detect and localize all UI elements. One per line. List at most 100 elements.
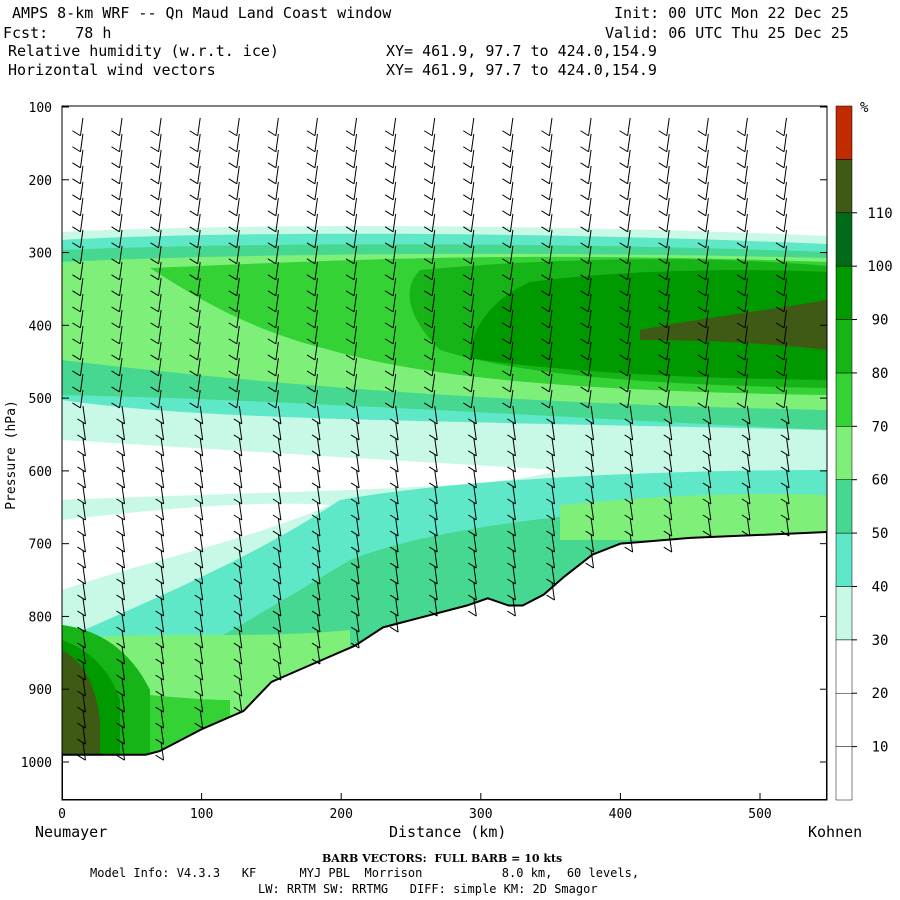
wind-barb-flag — [150, 402, 159, 409]
wind-barb-flag — [619, 306, 628, 313]
wind-barb-flag — [111, 338, 120, 345]
wind-barb-flag — [150, 386, 159, 393]
wind-barb-flag — [468, 578, 477, 585]
wind-barb-flag — [780, 482, 790, 489]
wind-barb-flag — [389, 530, 399, 537]
wind-barb — [316, 534, 321, 553]
colorbar-label: 30 — [872, 633, 889, 649]
wind-barb — [470, 390, 475, 408]
wind-barb-flag — [194, 642, 203, 649]
wind-barb — [705, 293, 709, 312]
wind-barb — [197, 309, 201, 328]
wind-barb — [509, 197, 514, 216]
wind-barb-flag — [116, 514, 125, 521]
wind-barb — [783, 374, 788, 392]
wind-barb — [705, 277, 709, 296]
wind-barb — [275, 325, 279, 344]
wind-barb — [275, 197, 279, 216]
wind-barb — [588, 197, 592, 216]
wind-barb — [473, 438, 477, 457]
wind-barb-flag — [150, 210, 159, 217]
wind-barb — [470, 197, 475, 216]
wind-barb-flag — [267, 258, 277, 265]
wind-barb-flag — [580, 306, 589, 313]
wind-barb-flag — [311, 642, 321, 649]
wind-barb — [746, 438, 751, 457]
wind-barb — [786, 486, 790, 505]
wind-barb-flag — [306, 242, 316, 249]
wind-barb — [431, 374, 436, 392]
wind-barb-flag — [658, 194, 668, 201]
wind-barb — [746, 470, 751, 489]
wind-barb — [470, 325, 475, 344]
wind-barb — [277, 662, 282, 681]
wind-barb-flag — [77, 530, 86, 537]
wind-barb-flag — [736, 242, 746, 249]
wind-barb-flag — [77, 498, 86, 505]
wind-barb — [473, 486, 477, 505]
wind-barb-flag — [194, 514, 203, 521]
wind-barb-flag — [189, 210, 198, 217]
wind-barb — [668, 454, 673, 473]
wind-barb-flag — [194, 578, 203, 585]
wind-barb — [79, 277, 84, 296]
wind-barb — [470, 309, 475, 328]
wind-barb-flag — [233, 466, 243, 473]
wind-barb-flag — [189, 386, 198, 393]
wind-barb — [197, 181, 201, 200]
wind-barb-flag — [345, 338, 355, 345]
wind-barb — [666, 181, 670, 200]
wind-barb-flag — [228, 194, 238, 201]
wind-barb-flag — [189, 226, 198, 233]
wind-barb-flag — [658, 242, 668, 249]
wind-barb-flag — [150, 354, 159, 361]
wind-barb-flag — [428, 482, 438, 489]
wind-barb — [238, 438, 243, 457]
wind-barb-flag — [194, 482, 203, 489]
wind-barb-flag — [233, 434, 243, 441]
colorbar-swatch — [835, 426, 853, 480]
wind-barb-flag — [155, 594, 164, 601]
y-tick-label: 800 — [29, 610, 52, 625]
wind-barb — [666, 342, 670, 360]
wind-barb-flag — [272, 498, 282, 505]
wind-barb — [277, 566, 282, 585]
wind-barb — [79, 245, 84, 264]
wind-barb — [316, 550, 321, 569]
wind-barb — [548, 245, 553, 264]
wind-barb-flag — [194, 722, 203, 729]
wind-barb-flag — [624, 514, 633, 521]
wind-barb-flag — [155, 418, 164, 425]
wind-barb — [238, 486, 243, 505]
wind-barb-flag — [155, 578, 164, 585]
wind-barb — [158, 197, 162, 216]
wind-barb — [316, 502, 321, 521]
wind-barb — [786, 422, 790, 441]
wind-barb-flag — [663, 498, 673, 505]
wind-barb-flag — [384, 306, 394, 313]
wind-barb — [666, 165, 670, 184]
wind-barb-flag — [72, 354, 81, 361]
wind-barb — [629, 470, 634, 489]
wind-barb — [121, 518, 126, 537]
wind-barb — [395, 454, 399, 473]
wind-barb-flag — [702, 514, 712, 521]
wind-barb — [275, 117, 279, 136]
wind-barb-flag — [155, 674, 164, 681]
wind-barb-flag — [780, 530, 790, 537]
wind-barb — [392, 309, 397, 328]
wind-barb-flag — [697, 386, 707, 393]
wind-barb-flag — [194, 594, 203, 601]
wind-barb — [238, 454, 243, 473]
wind-barb-flag — [775, 194, 785, 201]
wind-barb-flag — [663, 418, 673, 425]
wind-barb — [590, 486, 595, 505]
wind-barb-flag — [345, 210, 355, 217]
model-info-1: Model Info: V4.3.3 KF MYJ PBL Morrison 8… — [90, 866, 640, 880]
wind-barb-flag — [658, 338, 668, 345]
wind-barb-flag — [272, 546, 282, 553]
wind-barb-flag — [311, 626, 321, 633]
wind-barb — [548, 181, 553, 200]
wind-barb-flag — [233, 690, 243, 697]
wind-barb-flag — [585, 466, 594, 473]
